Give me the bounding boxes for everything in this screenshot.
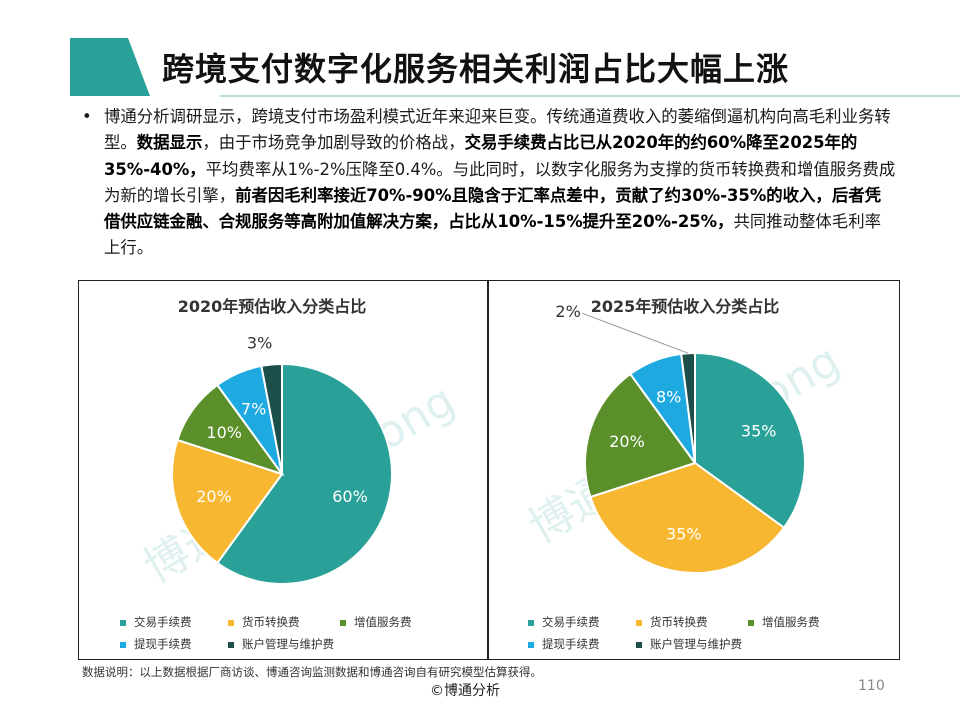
title-bar: 跨境支付数字化服务相关利润占比大幅上涨: [70, 38, 960, 97]
legend-swatch: [636, 619, 642, 626]
slide-title: 跨境支付数字化服务相关利润占比大幅上涨: [162, 50, 790, 88]
legend-swatch: [228, 619, 234, 626]
leader-line: [581, 312, 689, 354]
slice-label: 2%: [555, 302, 580, 321]
title-accent-shape: [70, 38, 150, 96]
legend-label: 货币转换费: [242, 615, 300, 629]
title-underline: [220, 95, 960, 97]
legend-swatch: [748, 619, 754, 626]
copyright-footer: ©博通分析: [430, 683, 500, 699]
intro-segment: 前者因毛利率接近70%-90%且隐含于汇率点差中，贡献了约30%-35%的收入，…: [104, 185, 881, 232]
legend-label: 货币转换费: [650, 615, 708, 629]
legend-swatch: [228, 641, 234, 648]
slice-label: 20%: [609, 432, 645, 451]
intro-segment: 数据显示: [136, 133, 203, 153]
slice-label: 35%: [741, 422, 777, 441]
bullet-marker: •: [82, 107, 92, 126]
pie-slice: [589, 461, 786, 575]
legend-label: 增值服务费: [762, 615, 820, 629]
legend-label: 交易手续费: [134, 615, 192, 629]
pie-slice: [694, 351, 806, 530]
pie-chart-2025: 2025年预估收入分类占比 35% 35% 20% 8% 2%: [555, 297, 806, 575]
chart-title: 2025年预估收入分类占比: [591, 297, 780, 316]
legend-item: 提现手续费: [528, 636, 600, 652]
legend-item: 账户管理与维护费: [636, 636, 742, 652]
legend-swatch: [528, 619, 534, 626]
legend-label: 交易手续费: [542, 615, 600, 629]
legend-item: 货币转换费: [228, 614, 300, 630]
legend-item: 提现手续费: [120, 636, 192, 652]
legend-swatch: [636, 641, 642, 648]
intro-segment: 博通分析调研显示，跨境支付市场盈利模式近年来迎来巨变。传统通道费收入的萎缩倒逼机…: [104, 107, 891, 153]
legend-label: 账户管理与维护费: [650, 637, 742, 651]
legend-item: 货币转换费: [636, 614, 708, 630]
pie-slice: [215, 362, 393, 585]
slice-label: 60%: [332, 487, 368, 506]
legend-swatch: [528, 641, 534, 648]
legend-label: 提现手续费: [542, 637, 600, 651]
legend-swatch: [120, 641, 126, 648]
slice-label: 20%: [196, 487, 232, 506]
charts-frame: [78, 280, 900, 660]
intro-text-block: • 博通分析调研显示，跨境支付市场盈利模式近年来迎来巨变。传统通道费收入的萎缩倒…: [82, 104, 897, 262]
pie-slice: [260, 362, 283, 475]
legend-item: 增值服务费: [748, 614, 820, 630]
intro-segment: 平均费率从1%-2%压降至0.4%。与此同时，以数字化服务为支撑的货币转换费和增…: [104, 159, 896, 205]
legend-item: 交易手续费: [120, 614, 192, 630]
pie-chart-2020: 2020年预估收入分类占比 60% 20% 10% 7% 3%: [170, 297, 393, 585]
slice-label: 8%: [656, 388, 681, 407]
slice-label: 7%: [241, 399, 266, 418]
legend-swatch: [340, 619, 346, 626]
slice-label: 3%: [247, 334, 272, 353]
legend-item: 账户管理与维护费: [228, 636, 334, 652]
legend-item: 交易手续费: [528, 614, 600, 630]
pie-slice: [583, 372, 697, 499]
legend-item: 增值服务费: [340, 614, 412, 630]
intro-paragraph: 博通分析调研显示，跨境支付市场盈利模式近年来迎来巨变。传统通道费收入的萎缩倒逼机…: [104, 104, 897, 262]
pie-slice: [170, 438, 284, 565]
slice-label: 10%: [206, 423, 242, 442]
intro-segment: 交易手续费占比已从2020年的约60%降至2025年的35%-40%，: [104, 133, 858, 179]
legend-label: 账户管理与维护费: [242, 637, 334, 651]
page-number: 110: [858, 678, 885, 694]
chart-title: 2020年预估收入分类占比: [178, 297, 367, 316]
intro-segment: ，由于市场竞争加剧导致的价格战，: [202, 133, 465, 153]
data-note: 数据说明：以上数据根据厂商访谈、博通咨询监测数据和博通咨询自有研究模型估算获得。: [82, 665, 542, 679]
legend-swatch: [120, 619, 126, 626]
charts-divider: [487, 280, 489, 660]
legend-label: 提现手续费: [134, 637, 192, 651]
legend-label: 增值服务费: [354, 615, 412, 629]
slice-label: 35%: [666, 525, 702, 544]
intro-segment: 共同推动整体毛利率上行。: [104, 212, 881, 258]
